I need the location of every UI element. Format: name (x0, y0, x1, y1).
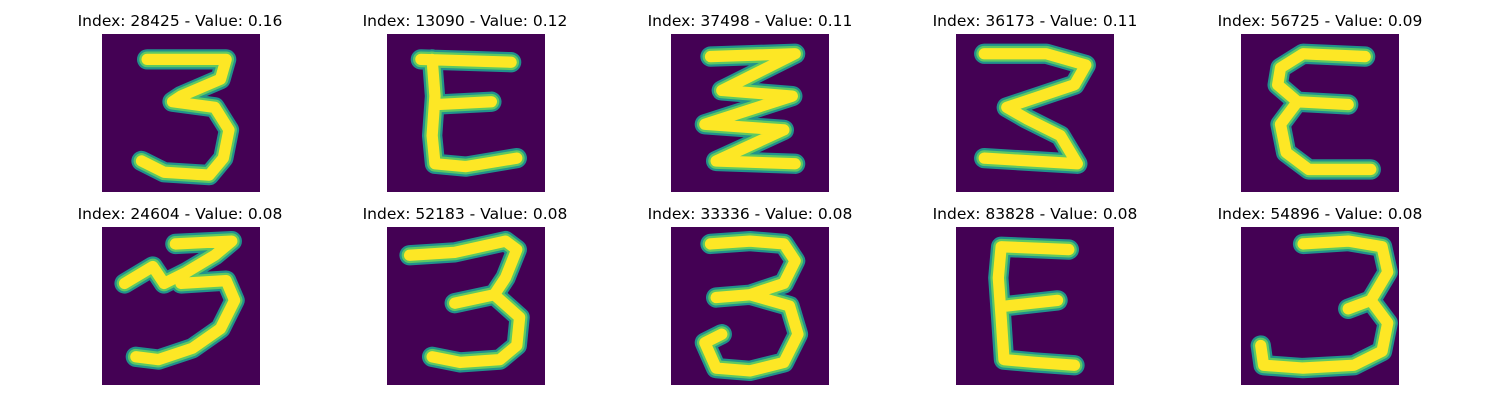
panel-9-title: Index: 83828 - Value: 0.08 (932, 205, 1138, 223)
panel-4-image (956, 34, 1114, 192)
panel-8-title: Index: 33336 - Value: 0.08 (647, 205, 853, 223)
panel-10-image (1241, 227, 1399, 385)
panel-1-image (102, 34, 260, 192)
panel-7-image (387, 227, 545, 385)
panel-2-title: Index: 13090 - Value: 0.12 (362, 12, 568, 30)
panel-3-image (671, 34, 829, 192)
panel-6-image (102, 227, 260, 385)
panel-3-title: Index: 37498 - Value: 0.11 (647, 12, 853, 30)
panel-2-image (387, 34, 545, 192)
panel-5-image (1241, 34, 1399, 192)
panel-4-title: Index: 36173 - Value: 0.11 (932, 12, 1138, 30)
panel-5-title: Index: 56725 - Value: 0.09 (1217, 12, 1423, 30)
panel-6-title: Index: 24604 - Value: 0.08 (77, 205, 283, 223)
panel-9-image (956, 227, 1114, 385)
panel-7-title: Index: 52183 - Value: 0.08 (362, 205, 568, 223)
panel-1-title: Index: 28425 - Value: 0.16 (77, 12, 283, 30)
panel-8-image (671, 227, 829, 385)
panel-10-title: Index: 54896 - Value: 0.08 (1217, 205, 1423, 223)
